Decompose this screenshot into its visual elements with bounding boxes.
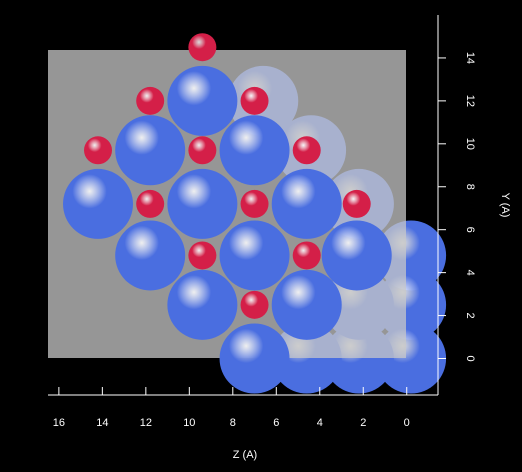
y-tick-label: 4: [464, 270, 476, 276]
atom-small: [241, 291, 269, 319]
atom-small: [136, 87, 164, 115]
x-tick-label: 2: [360, 417, 366, 429]
x-tick-label: 10: [183, 417, 195, 429]
atom-small: [241, 190, 269, 218]
y-tick-label: 10: [464, 138, 476, 150]
y-tick-label: 12: [464, 95, 476, 107]
atom-small: [188, 136, 216, 164]
page: Z (A) Y (A) 161412108642002468101214 (()…: [0, 0, 522, 472]
atom-large: [272, 169, 342, 239]
atom-small: [136, 190, 164, 218]
x-tick-label: 8: [230, 417, 236, 429]
y-tick-label: 2: [464, 313, 476, 319]
chart: Z (A) Y (A) 16 14 12 10 8 6 4 2 0 0 2 4 6 8 10 12 14: [0, 0, 522, 472]
x-tick-label: 16: [53, 417, 65, 429]
x-tick-label: 0: [404, 417, 410, 429]
atom-large: [220, 324, 290, 394]
atom-small: [188, 241, 216, 269]
atom-large: [220, 220, 290, 290]
atom-small: [84, 136, 112, 164]
y-tick-label: 0: [464, 355, 476, 361]
x-tick-label: 12: [140, 417, 152, 429]
x-tick-label: 14: [96, 417, 108, 429]
atom-small: [293, 241, 321, 269]
atom-large: [115, 115, 185, 185]
y-tick-label: 6: [464, 227, 476, 233]
atom-large: [220, 115, 290, 185]
atom-small: [293, 136, 321, 164]
atom-large: [272, 270, 342, 340]
atom-small: [241, 87, 269, 115]
x-tick-label: 4: [317, 417, 323, 429]
y-tick-label: 8: [464, 184, 476, 190]
atom-small: [343, 190, 371, 218]
atom-large: [167, 66, 237, 136]
atom-large: [322, 220, 392, 290]
atom-large: [167, 270, 237, 340]
y-tick-label: 14: [464, 52, 476, 64]
x-axis-label: Z (A): [233, 449, 257, 461]
x-tick-label: 6: [273, 417, 279, 429]
atom-large: [63, 169, 133, 239]
atom-small: [188, 33, 216, 61]
y-axis-label: Y (A): [499, 193, 511, 218]
atom-large: [167, 169, 237, 239]
atom-large: [115, 220, 185, 290]
